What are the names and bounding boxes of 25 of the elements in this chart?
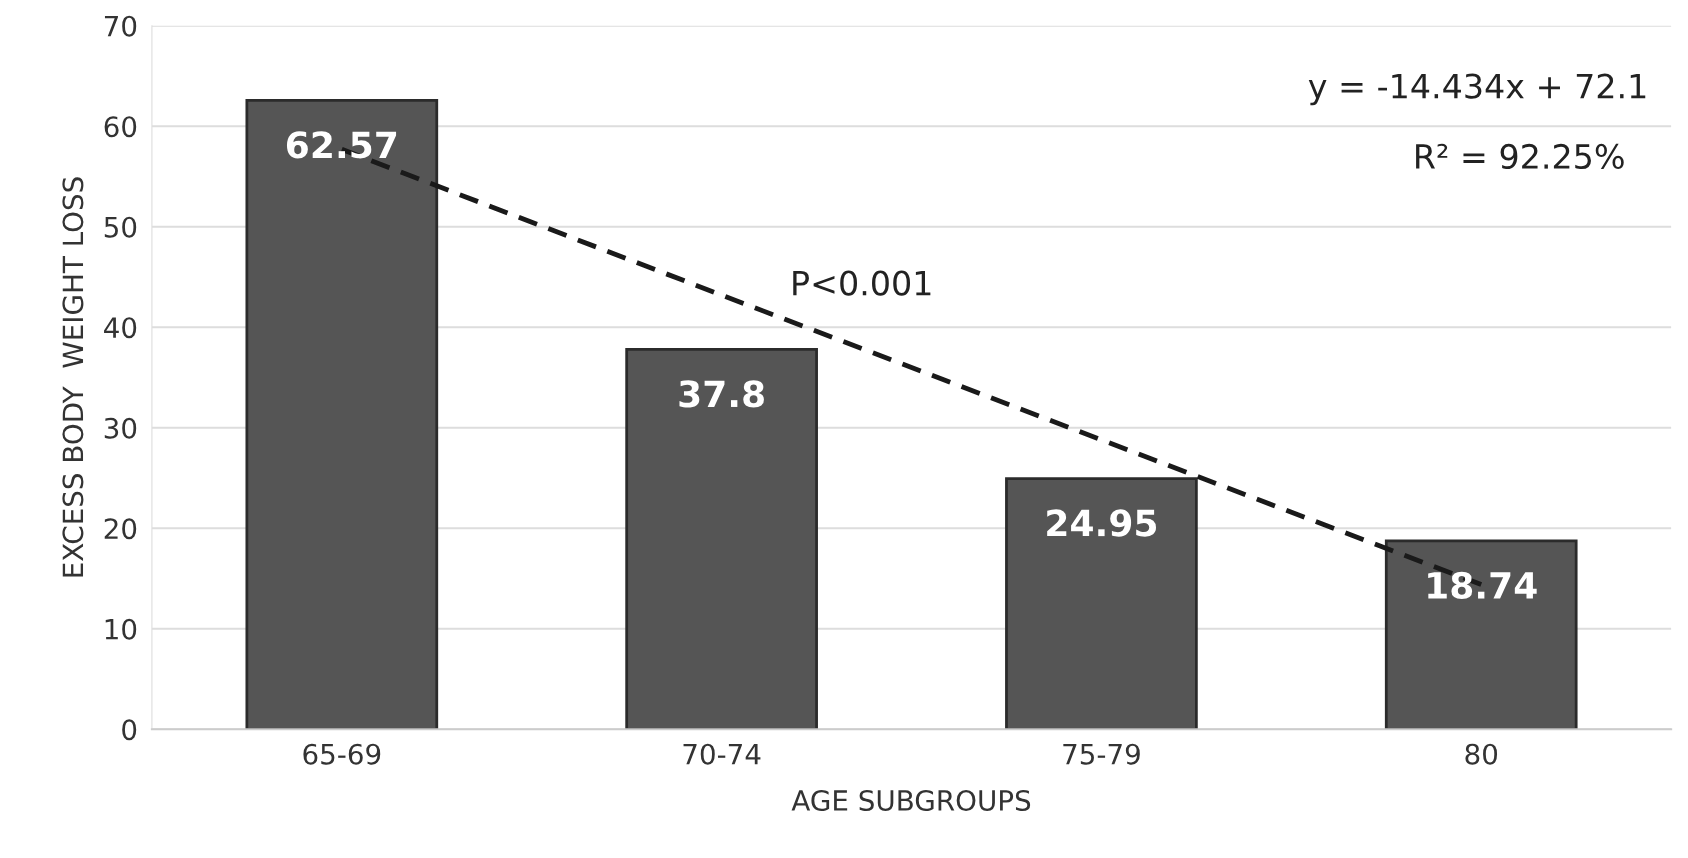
data-label: 18.74 [1428,571,1537,600]
y-tick-label: 40 [104,317,137,339]
bar [1005,477,1198,730]
x-tick-label: 80 [1465,743,1498,765]
data-label: 37.8 [679,380,764,408]
y-axis-title: EXCESS BODY WEIGHT LOSS [62,177,84,577]
bar [625,347,818,730]
y-tick-label: 0 [122,719,137,741]
y-tick-label: 30 [104,417,137,439]
y-tick-label: 70 [104,15,137,37]
data-label: 24.95 [1047,509,1157,537]
x-tick-label: 70-74 [683,743,761,765]
annotation: y = -14.434x + 72.1 [1308,73,1646,106]
y-tick-label: 50 [104,216,137,238]
annotation: R² = 92.25% [1416,143,1624,170]
bar [1384,539,1578,730]
data-label: 62.57 [286,131,397,159]
annotation: P<0.001 [793,270,931,296]
y-tick-label: 60 [104,116,137,138]
x-tick-label: 65-69 [303,743,381,765]
x-tick-label: 75-79 [1063,743,1140,765]
y-tick-label: 10 [105,618,137,640]
x-axis-title: AGE SUBGROUPS [791,790,1031,812]
y-tick-label: 20 [104,518,137,540]
bar [245,99,439,730]
